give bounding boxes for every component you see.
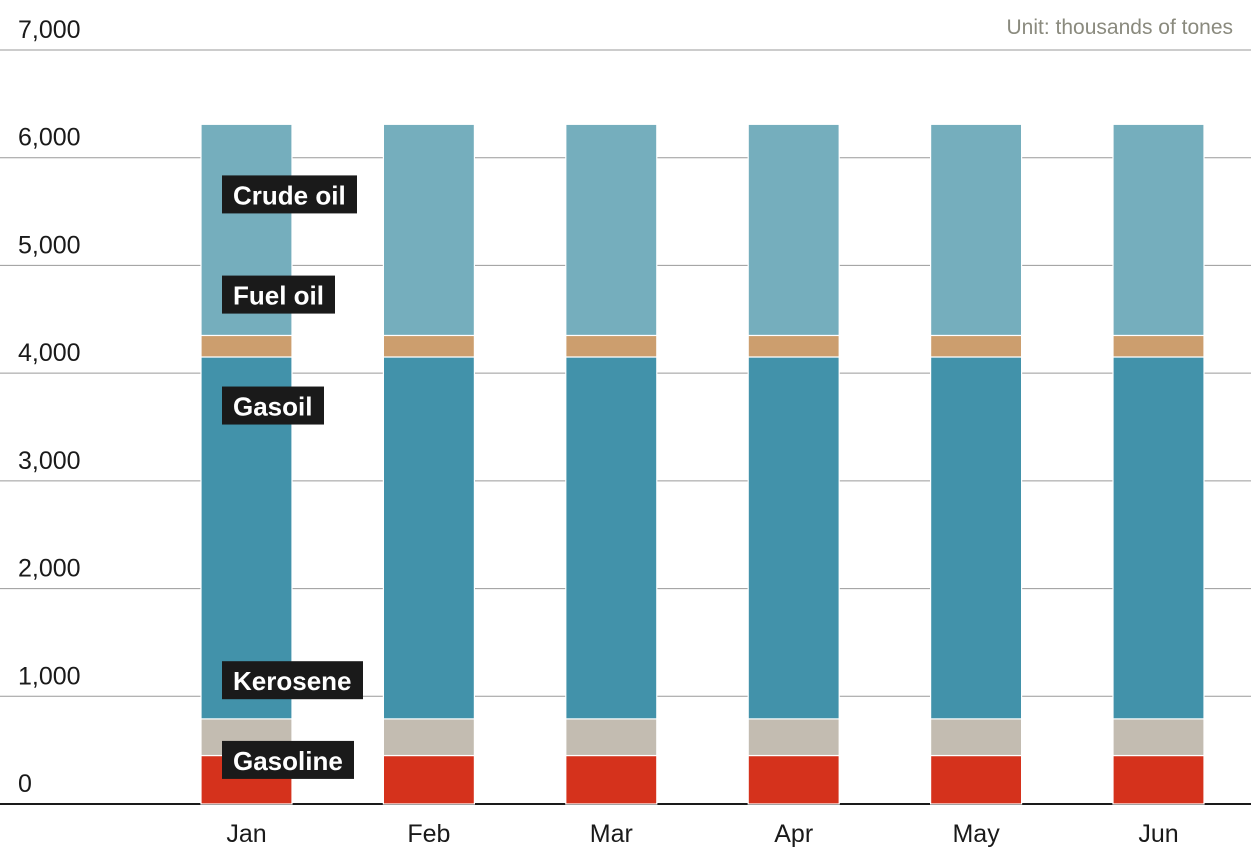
x-tick-label: Jun bbox=[1138, 820, 1178, 848]
series-label-box bbox=[222, 275, 335, 314]
x-tick-label: Apr bbox=[774, 820, 813, 848]
bar-segment-fuel-oil-mar bbox=[565, 334, 658, 358]
series-label-gasoline: Gasoline bbox=[222, 740, 354, 779]
series-label-text: Gasoline bbox=[233, 746, 343, 776]
series-labels: Crude oil Fuel oil Gasoil Kerosene Gasoline bbox=[222, 175, 363, 779]
bar-segment-crude-oil-may bbox=[929, 123, 1023, 337]
bar-segment-gasoline-jun bbox=[1112, 754, 1205, 805]
y-tick-label: 3,000 bbox=[18, 447, 81, 475]
x-tick-label: Jan bbox=[226, 820, 266, 848]
bar-segment-gasoil-may bbox=[929, 356, 1023, 720]
y-tick-label: 6,000 bbox=[18, 124, 81, 152]
bar-segment-fuel-oil-may bbox=[929, 334, 1023, 358]
series-label-kerosene: Kerosene bbox=[222, 661, 363, 700]
bar-segment-gasoline-mar bbox=[565, 754, 658, 805]
bar-segment-fuel-oil-jun bbox=[1112, 334, 1205, 358]
x-tick-label: Feb bbox=[407, 820, 450, 848]
bar-segment-gasoil-jun bbox=[1112, 356, 1205, 720]
series-label-text: Fuel oil bbox=[233, 281, 324, 311]
bar-segment-crude-oil-mar bbox=[565, 123, 658, 337]
x-axis-category-labels: Jan Feb Mar Apr May Jun bbox=[226, 820, 1178, 848]
bar-segment-fuel-oil-feb bbox=[382, 334, 475, 358]
series-label-box bbox=[222, 386, 324, 425]
x-tick-label: May bbox=[952, 820, 1000, 848]
unit-note: Unit: thousands of tones bbox=[1007, 16, 1233, 39]
x-tick-label: Mar bbox=[590, 820, 633, 848]
bar-segment-gasoil-apr bbox=[747, 356, 840, 720]
bar-segment-gasoline-apr bbox=[747, 754, 840, 805]
series-label-text: Kerosene bbox=[233, 666, 352, 696]
series-label-box bbox=[222, 175, 357, 214]
y-tick-label: 7,000 bbox=[18, 16, 81, 44]
bar-segment-crude-oil-jun bbox=[1112, 123, 1205, 337]
bar-segment-crude-oil-apr bbox=[747, 123, 840, 337]
bar-segment-fuel-oil-apr bbox=[747, 334, 840, 358]
y-tick-label: 0 bbox=[18, 770, 32, 798]
y-tick-label: 4,000 bbox=[18, 339, 81, 367]
bars bbox=[200, 123, 1205, 805]
bar-segment-gasoil-mar bbox=[565, 356, 658, 720]
bar-segment-kerosene-jun bbox=[1112, 718, 1205, 757]
series-label-gasoil: Gasoil bbox=[222, 386, 324, 425]
bar-segment-kerosene-mar bbox=[565, 718, 658, 757]
bar-segment-kerosene-apr bbox=[747, 718, 840, 757]
bar-segment-gasoline-feb bbox=[382, 754, 475, 805]
y-tick-label: 2,000 bbox=[18, 555, 81, 583]
y-axis-tick-labels: 0 1,000 2,000 3,000 4,000 5,000 6,000 7,000 bbox=[18, 16, 81, 798]
bar-segment-crude-oil-feb bbox=[382, 123, 475, 337]
series-label-box bbox=[222, 661, 363, 700]
bar-segment-kerosene-may bbox=[929, 718, 1023, 757]
series-label-fuel-oil: Fuel oil bbox=[222, 275, 335, 314]
y-tick-label: 1,000 bbox=[18, 662, 81, 690]
bar-segment-kerosene-feb bbox=[382, 718, 475, 757]
series-label-crude-oil: Crude oil bbox=[222, 175, 357, 214]
series-label-text: Crude oil bbox=[233, 180, 346, 210]
bar-segment-gasoline-may bbox=[929, 754, 1023, 805]
bar-segment-gasoil-feb bbox=[382, 356, 475, 720]
bar-segment-fuel-oil-jan bbox=[200, 334, 293, 358]
series-label-text: Gasoil bbox=[233, 392, 312, 422]
series-label-box bbox=[222, 740, 354, 779]
y-tick-label: 5,000 bbox=[18, 231, 81, 259]
